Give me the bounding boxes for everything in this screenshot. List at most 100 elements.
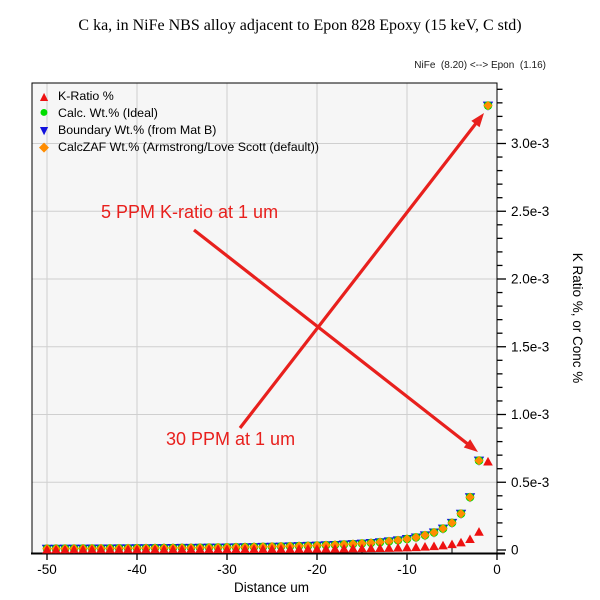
marker-triangle-up <box>483 456 493 466</box>
marker-triangle-up <box>150 544 160 554</box>
legend-label: K-Ratio % <box>58 88 114 103</box>
marker-triangle-up <box>267 544 277 553</box>
y-tick-label: 0.5e-3 <box>511 475 549 490</box>
marker-triangle-up <box>60 544 70 554</box>
marker-triangle-up <box>204 544 214 554</box>
marker-triangle-up <box>384 543 394 552</box>
marker-triangle-up <box>276 544 286 553</box>
x-tick-label: 0 <box>493 562 501 577</box>
marker-triangle-up <box>168 544 178 554</box>
triangle-up-icon: ▲ <box>37 87 51 104</box>
marker-triangle-up <box>114 544 124 554</box>
marker-triangle-up <box>123 544 133 554</box>
x-tick-label: -20 <box>307 562 327 577</box>
legend-item-calczaf-wt: ◆ CalcZAF Wt.% (Armstrong/Love Scott (de… <box>34 138 319 155</box>
plot-area <box>32 83 497 553</box>
annotation-arrow-line <box>238 120 479 429</box>
marker-diamond <box>393 535 403 545</box>
marker-triangle-up <box>195 544 205 554</box>
legend-label: Calc. Wt.% (Ideal) <box>58 105 158 120</box>
legend-label: CalcZAF Wt.% (Armstrong/Love Scott (defa… <box>58 139 319 154</box>
materials-range-label: NiFe (8.20) <--> Epon (1.16) <box>414 60 546 71</box>
marker-triangle-up <box>294 544 304 553</box>
x-tick-label: -50 <box>37 562 57 577</box>
marker-triangle-up <box>420 542 430 551</box>
marker-triangle-up <box>312 544 322 553</box>
y-tick-label: 1.5e-3 <box>511 339 549 354</box>
marker-triangle-up <box>222 544 232 554</box>
marker-triangle-up <box>438 540 448 550</box>
marker-triangle-up <box>105 544 115 554</box>
marker-triangle-up <box>177 544 187 554</box>
marker-diamond <box>357 538 367 549</box>
annotation-arrowhead <box>463 439 478 452</box>
y-tick-label: 3.0e-3 <box>511 136 549 151</box>
y-tick-label: 1.0e-3 <box>511 407 549 422</box>
marker-diamond <box>429 527 439 538</box>
marker-triangle-up <box>465 534 475 544</box>
marker-triangle-up <box>87 544 97 554</box>
x-tick-label: -10 <box>397 562 417 577</box>
marker-triangle-up <box>285 544 295 553</box>
marker-triangle-up <box>321 544 331 553</box>
marker-triangle-up <box>339 543 349 553</box>
marker-triangle-up <box>357 543 367 553</box>
x-axis-title: Distance um <box>234 580 309 595</box>
y-tick-label: 2.5e-3 <box>511 204 549 219</box>
marker-triangle-up <box>249 544 259 553</box>
triangle-down-icon: ▼ <box>37 121 51 138</box>
marker-triangle-up <box>78 544 88 554</box>
marker-triangle-up <box>240 544 250 554</box>
marker-triangle-up <box>456 537 466 547</box>
marker-triangle-up <box>69 544 79 554</box>
annotation-30ppm: 30 PPM at 1 um <box>166 429 296 449</box>
marker-triangle-up <box>330 543 340 553</box>
marker-triangle-up <box>375 543 385 553</box>
marker-triangle-up <box>411 542 421 552</box>
annotation-5ppm-kratio: 5 PPM K-ratio at 1 um <box>101 202 279 222</box>
marker-triangle-up <box>303 544 313 553</box>
marker-triangle-up <box>51 544 61 554</box>
x-tick-label: -30 <box>217 562 237 577</box>
marker-diamond <box>438 523 448 534</box>
marker-diamond <box>456 509 466 519</box>
legend: ▲ K-Ratio % ● Calc. Wt.% (Ideal) ▼ Bound… <box>34 87 319 155</box>
y-axis-title: K Ratio %, or Conc % <box>570 253 585 384</box>
circle-icon: ● <box>39 103 49 121</box>
marker-triangle-up <box>186 544 196 554</box>
marker-diamond <box>384 536 394 546</box>
marker-triangle-up <box>96 544 106 554</box>
marker-diamond <box>483 100 493 111</box>
marker-diamond <box>402 534 412 544</box>
chart-title: C ka, in NiFe NBS alloy adjacent to Epon… <box>78 17 522 34</box>
marker-diamond <box>411 532 421 542</box>
marker-diamond <box>465 492 475 502</box>
marker-diamond <box>375 537 385 547</box>
marker-triangle-up <box>42 544 52 554</box>
marker-triangle-up <box>348 543 358 553</box>
marker-triangle-up <box>366 543 376 553</box>
legend-item-kratio: ▲ K-Ratio % <box>34 87 319 104</box>
marker-diamond <box>420 530 430 540</box>
x-tick-label: -40 <box>127 562 147 577</box>
marker-triangle-up <box>393 543 403 552</box>
y-tick-label: 2.0e-3 <box>511 272 549 287</box>
marker-triangle-up <box>474 527 484 536</box>
legend-label: Boundary Wt.% (from Mat B) <box>58 122 217 137</box>
marker-triangle-up <box>429 541 439 551</box>
marker-triangle-up <box>447 539 457 549</box>
marker-diamond <box>447 518 457 528</box>
marker-triangle-up <box>258 544 268 553</box>
annotation-arrow-line <box>193 228 471 447</box>
marker-triangle-up <box>132 544 142 554</box>
series-triangle-up <box>42 456 493 554</box>
marker-diamond <box>366 538 376 548</box>
legend-item-boundary-wt: ▼ Boundary Wt.% (from Mat B) <box>34 121 319 138</box>
y-tick-label: 0 <box>511 543 519 558</box>
legend-item-calc-wt: ● Calc. Wt.% (Ideal) <box>34 104 319 121</box>
marker-triangle-up <box>213 544 223 554</box>
annotation-arrowhead <box>471 113 484 128</box>
diamond-icon: ◆ <box>39 139 49 154</box>
